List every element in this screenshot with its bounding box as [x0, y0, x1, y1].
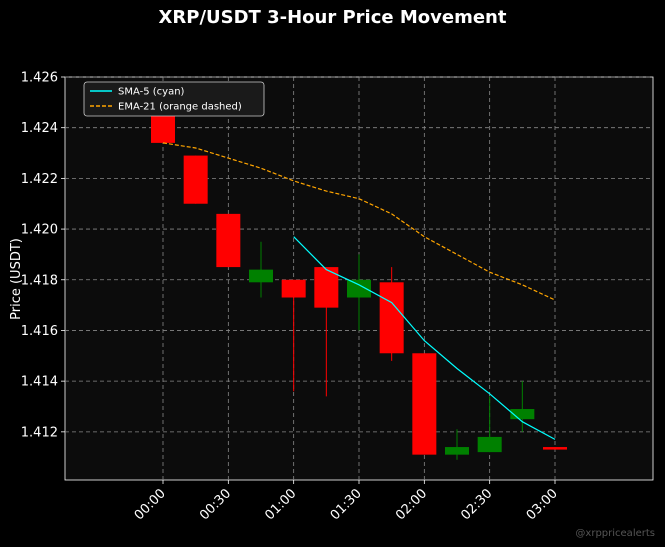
- x-tick-label: 00:30: [197, 486, 234, 523]
- ema-line: [162, 142, 556, 301]
- x-tick-label: 03:00: [524, 486, 561, 523]
- candle-body: [216, 213, 241, 268]
- candle-body: [445, 447, 469, 455]
- x-tick-label: 01:00: [262, 486, 299, 523]
- candle-body: [477, 436, 502, 453]
- y-tick-label: 1.412: [21, 425, 58, 440]
- candle-body: [412, 353, 437, 455]
- x-tick-label: 00:00: [132, 486, 169, 523]
- candle-body: [183, 155, 208, 204]
- chart-title: XRP/USDT 3-Hour Price Movement: [158, 7, 507, 28]
- x-tick-label: 02:00: [393, 486, 430, 523]
- x-axis: 00:00 00:30 01:00 01:30 02:00 02:30 03:00: [132, 480, 561, 523]
- candle-body: [379, 282, 404, 354]
- candle-body: [543, 447, 567, 450]
- legend-ema-label: EMA-21 (orange dashed): [118, 102, 242, 113]
- sma-line: [293, 236, 556, 440]
- x-tick-label: 01:30: [328, 486, 365, 523]
- watermark: @xrppricealerts: [575, 528, 655, 539]
- legend-sma-label: SMA-5 (cyan): [118, 87, 185, 98]
- y-tick-label: 1.422: [21, 172, 58, 187]
- candle-body: [347, 279, 371, 298]
- y-tick-label: 1.420: [21, 223, 58, 238]
- candle-body: [510, 409, 535, 420]
- y-tick-label: 1.418: [21, 273, 58, 288]
- indicator-lines: [162, 142, 556, 440]
- y-tick-label: 1.416: [21, 324, 58, 339]
- x-tick-label: 02:30: [458, 486, 495, 523]
- y-axis-label: Price (USDT): [9, 238, 24, 320]
- candle-body: [249, 269, 273, 283]
- candles: [151, 99, 567, 460]
- candle-body: [281, 279, 306, 298]
- y-tick-label: 1.424: [21, 121, 58, 136]
- y-tick-label: 1.414: [21, 375, 58, 390]
- y-axis: 1.412 1.414 1.416 1.418 1.420 1.422 1.424 1.426: [21, 71, 65, 440]
- legend-box: [83, 81, 265, 117]
- legend: SMA-5 (cyan) EMA-21 (orange dashed): [83, 81, 265, 117]
- y-tick-label: 1.426: [21, 71, 58, 86]
